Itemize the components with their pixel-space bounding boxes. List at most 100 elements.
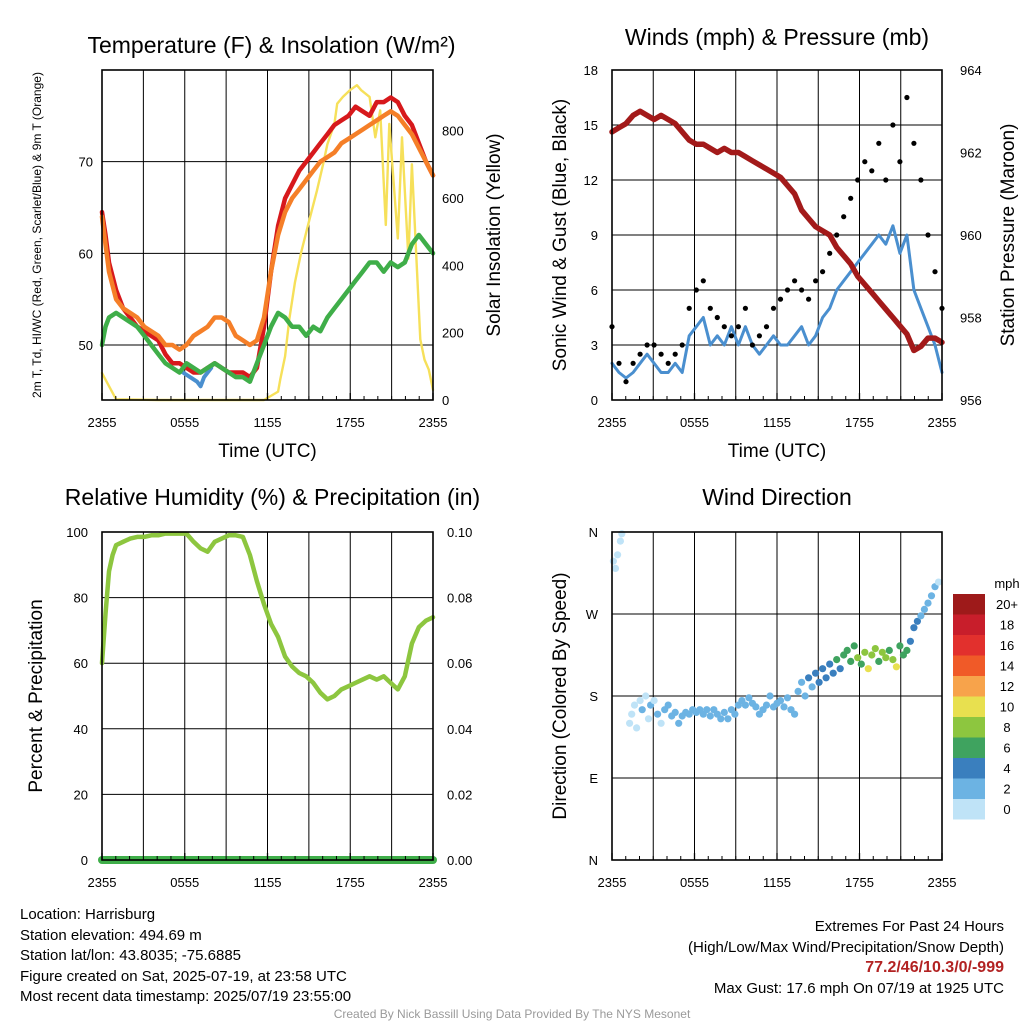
- wind-direction-ytick-label: N: [589, 853, 598, 868]
- winds-ylabel: Sonic Wind & Gust (Blue, Black): [550, 99, 571, 371]
- wind-direction-point: [801, 692, 809, 700]
- humidity-ytick-label: 60: [74, 656, 88, 671]
- humidity-xtick-label: 1155: [254, 875, 282, 890]
- temperature-xtick-label: 0555: [170, 415, 199, 430]
- wind-direction-point: [917, 612, 925, 620]
- winds-xtick-label: 1155: [763, 415, 791, 430]
- winds-y2tick-label: 956: [960, 393, 982, 408]
- wind-direction-point: [910, 624, 918, 632]
- extremes-values: 77.2/46/10.3/0/-999: [865, 959, 1004, 976]
- temperature-xtick-label: 2355: [419, 415, 448, 430]
- wind-direction-point: [934, 578, 943, 586]
- wind-direction-point: [805, 674, 813, 682]
- winds-gust-point: [756, 333, 763, 339]
- wind-direction-point: [896, 642, 904, 650]
- humidity-y2tick-label: 0.06: [447, 656, 472, 671]
- wind-direction-point: [871, 645, 879, 653]
- wind-direction-point: [924, 599, 932, 607]
- wind-direction-point: [752, 703, 760, 711]
- legend-swatch: [953, 758, 985, 779]
- winds-gust-point: [651, 342, 657, 348]
- winds-gust-point: [834, 232, 840, 238]
- winds-gust-point: [925, 232, 931, 238]
- wind-direction-point: [638, 706, 646, 714]
- wind-direction-xtick-label: 2355: [928, 875, 957, 890]
- winds-gust-point: [721, 324, 727, 330]
- winds-xtick-label: 2355: [928, 415, 957, 430]
- legend-swatch: [953, 799, 985, 820]
- wind-direction-point: [745, 694, 753, 702]
- legend-label: 18: [1000, 618, 1014, 633]
- winds-gust-point: [749, 342, 756, 348]
- winds-gust-point: [876, 140, 882, 146]
- humidity-title: Relative Humidity (%) & Precipitation (i…: [65, 484, 480, 510]
- humidity-y2tick-label: 0.04: [447, 722, 472, 737]
- wind-direction-point: [628, 710, 636, 718]
- temperature-panel: 50 60 70 0 200 400 600 800 2355 0555 1155 1755 2355 T…: [30, 32, 505, 462]
- wind-direction-point: [906, 637, 915, 645]
- humidity-y2tick-label: 0.02: [447, 787, 472, 802]
- wind-direction-point: [720, 708, 728, 717]
- winds-ytick-label: 6: [591, 283, 598, 298]
- temperature-xtick-label: 1755: [336, 415, 365, 430]
- wind-direction-point: [798, 678, 806, 686]
- temperature-series-temp_2m: [99, 95, 436, 380]
- wind-direction-point: [889, 656, 897, 664]
- winds-gust-point: [918, 177, 924, 183]
- temperature-ylabel: 2m T, Td, HI/WC (Red, Green, Scarlet/Blu…: [30, 72, 44, 398]
- temperature-ytick-label: 70: [79, 155, 93, 170]
- legend-swatch: [953, 737, 985, 758]
- wind-direction-point: [731, 710, 739, 718]
- winds-gust-point: [623, 379, 629, 385]
- legend-swatch: [953, 676, 985, 697]
- wind-direction-point: [630, 701, 639, 709]
- humidity-ytick-label: 80: [74, 591, 88, 606]
- wind-direction-point: [664, 701, 672, 709]
- wind-direction-point: [850, 642, 858, 650]
- credit-line: Created By Nick Bassill Using Data Provi…: [333, 1007, 691, 1021]
- temperature-xlabel: Time (UTC): [218, 441, 317, 462]
- winds-gust-point: [932, 269, 938, 275]
- wind-direction-point: [717, 715, 725, 723]
- figure-created: Figure created on Sat, 2025-07-19, at 23…: [20, 967, 347, 985]
- wind-direction-xtick-label: 2355: [598, 875, 627, 890]
- extremes-title: Extremes For Past 24 Hours: [814, 918, 1004, 935]
- winds-gust-point: [707, 305, 713, 311]
- legend-label: 8: [1003, 720, 1010, 735]
- temperature-y2tick-label: 0: [442, 393, 449, 408]
- winds-gust-point: [806, 296, 812, 302]
- legend-label: 10: [1000, 700, 1014, 715]
- temperature-y2tick-label: 800: [442, 124, 464, 139]
- winds-ytick-label: 15: [584, 118, 598, 133]
- wind-direction-point: [875, 657, 883, 666]
- winds-gust-point: [665, 360, 671, 366]
- humidity-ytick-label: 0: [81, 853, 88, 868]
- wind-direction-point: [857, 660, 865, 668]
- wind-direction-point: [616, 537, 625, 545]
- temperature-series-dewpoint: [99, 232, 436, 384]
- winds-xlabel: Time (UTC): [728, 441, 827, 462]
- wind-direction-point: [776, 697, 785, 705]
- winds-ytick-label: 9: [591, 228, 598, 243]
- wind-direction-point: [762, 701, 771, 709]
- legend-swatch: [953, 635, 985, 656]
- winds-gust-point: [883, 177, 889, 183]
- legend-label: 6: [1003, 741, 1010, 756]
- humidity-ytick-label: 40: [74, 722, 88, 737]
- winds-gust-point: [890, 122, 896, 128]
- winds-gust-point: [813, 278, 819, 284]
- winds-y2tick-label: 960: [960, 228, 982, 243]
- wind-direction-point: [826, 660, 834, 668]
- wind-direction-point: [650, 697, 658, 705]
- winds-xtick-label: 1755: [845, 415, 874, 430]
- wind-direction-point: [724, 715, 732, 723]
- extremes-info: Extremes For Past 24 Hours (High/Low/Max…: [688, 917, 1004, 999]
- humidity-xtick-label: 1755: [336, 875, 365, 890]
- wind-direction-xtick-label: 1755: [845, 875, 874, 890]
- winds-xtick-label: 0555: [680, 415, 709, 430]
- temperature-xtick-label: 1155: [254, 415, 282, 430]
- winds-gust-point: [658, 351, 664, 357]
- wind-direction-point: [794, 687, 802, 696]
- wind-direction-point: [861, 648, 869, 656]
- wind-direction-point: [609, 557, 618, 565]
